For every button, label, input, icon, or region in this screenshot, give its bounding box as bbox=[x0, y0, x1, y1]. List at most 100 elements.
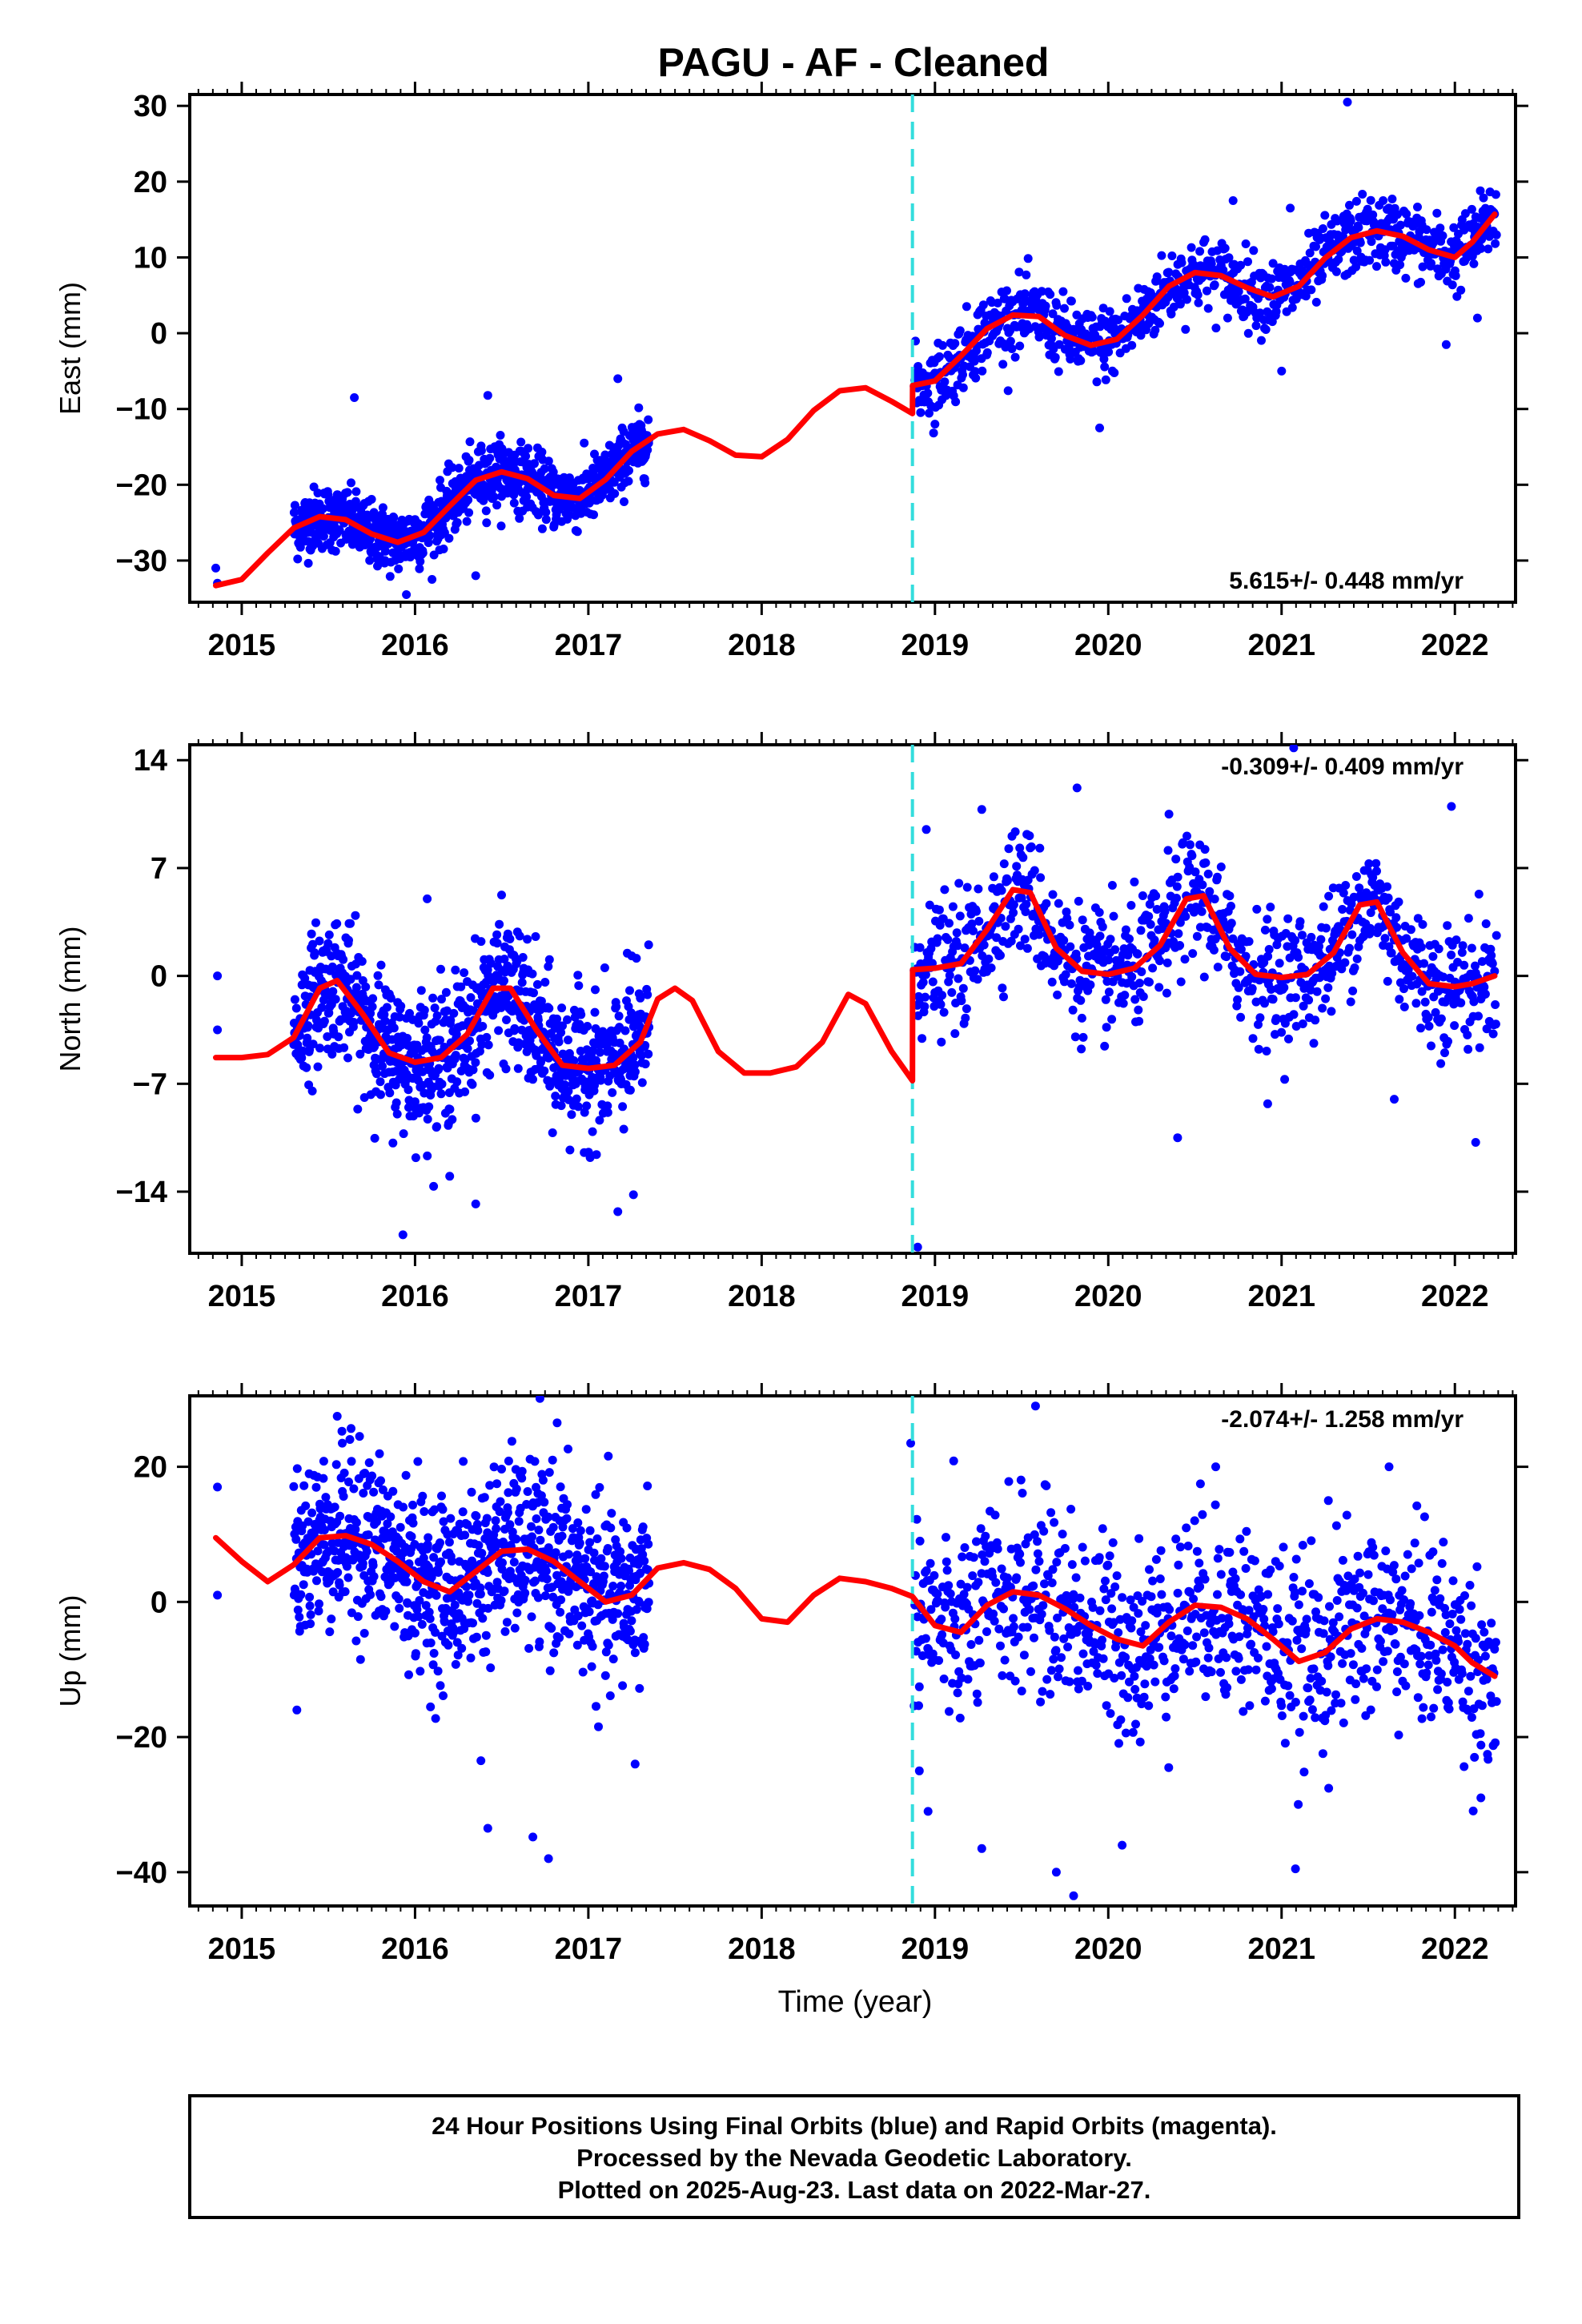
data-point bbox=[368, 1561, 378, 1570]
data-point bbox=[1203, 869, 1213, 879]
outlier-point bbox=[627, 951, 636, 961]
data-point bbox=[621, 440, 630, 449]
data-point bbox=[319, 1526, 329, 1534]
data-point bbox=[1104, 348, 1114, 356]
data-point bbox=[293, 1605, 303, 1614]
data-point bbox=[581, 1505, 591, 1514]
data-point bbox=[347, 478, 355, 488]
y-tick-label: 20 bbox=[134, 166, 167, 199]
data-point bbox=[548, 1522, 558, 1532]
data-point bbox=[352, 971, 362, 980]
data-point bbox=[613, 1609, 623, 1618]
data-point bbox=[1235, 967, 1245, 976]
data-point bbox=[1488, 1029, 1498, 1039]
data-point bbox=[1182, 295, 1191, 304]
data-point bbox=[540, 464, 549, 473]
data-point bbox=[468, 1618, 477, 1628]
data-point bbox=[430, 1003, 440, 1013]
data-point bbox=[418, 549, 428, 558]
data-point bbox=[1209, 945, 1219, 955]
data-point bbox=[997, 886, 1006, 895]
data-point bbox=[951, 397, 961, 407]
data-point bbox=[292, 1705, 302, 1715]
data-point bbox=[380, 546, 390, 556]
x-tick-label: 2022 bbox=[1421, 1280, 1489, 1313]
data-point bbox=[430, 1505, 440, 1514]
data-point bbox=[1061, 970, 1070, 979]
data-point bbox=[291, 1534, 301, 1544]
data-point bbox=[415, 1596, 424, 1605]
data-point bbox=[1193, 290, 1203, 300]
data-point bbox=[1046, 290, 1055, 300]
outlier-point bbox=[1390, 1095, 1399, 1104]
data-point bbox=[958, 383, 968, 392]
data-point bbox=[1307, 932, 1316, 942]
data-point bbox=[1439, 972, 1448, 982]
data-point bbox=[433, 1667, 443, 1676]
data-point bbox=[1211, 324, 1221, 333]
data-point bbox=[528, 1075, 537, 1084]
data-point bbox=[1020, 289, 1030, 299]
data-point bbox=[532, 1498, 542, 1507]
data-point bbox=[482, 1032, 492, 1042]
data-point bbox=[407, 1532, 416, 1542]
data-point bbox=[608, 1582, 618, 1590]
data-point bbox=[600, 450, 610, 460]
y-tick-label: −14 bbox=[116, 1176, 167, 1209]
data-point bbox=[431, 1627, 440, 1637]
data-point bbox=[415, 564, 424, 573]
data-point bbox=[564, 510, 574, 520]
data-point bbox=[958, 983, 968, 993]
x-tick-label: 2016 bbox=[381, 629, 449, 662]
data-point bbox=[940, 377, 950, 387]
data-point bbox=[1175, 300, 1185, 309]
data-point bbox=[1381, 257, 1391, 267]
data-point bbox=[1022, 899, 1031, 909]
data-point bbox=[496, 1497, 505, 1506]
data-point bbox=[462, 517, 472, 526]
data-point bbox=[973, 975, 982, 984]
data-point bbox=[1236, 260, 1246, 270]
data-point bbox=[459, 1457, 468, 1466]
data-point bbox=[556, 1101, 566, 1111]
data-point bbox=[319, 532, 328, 541]
data-point bbox=[484, 1040, 493, 1050]
data-point bbox=[305, 1592, 315, 1602]
data-point bbox=[945, 353, 954, 363]
data-point bbox=[569, 1056, 579, 1065]
data-point bbox=[385, 1088, 395, 1098]
data-point bbox=[1123, 951, 1133, 960]
data-point bbox=[624, 466, 633, 476]
data-point bbox=[351, 1518, 361, 1527]
data-point bbox=[446, 1015, 456, 1025]
data-point bbox=[445, 1104, 455, 1114]
data-point bbox=[512, 1608, 522, 1618]
data-point bbox=[1192, 931, 1202, 941]
data-point bbox=[515, 931, 524, 941]
data-point bbox=[531, 1576, 540, 1586]
data-point bbox=[1447, 951, 1456, 959]
data-point bbox=[504, 1488, 513, 1498]
data-point bbox=[496, 431, 505, 440]
data-point bbox=[937, 1037, 946, 1047]
data-point bbox=[643, 990, 652, 999]
data-point bbox=[1015, 843, 1025, 853]
data-point bbox=[599, 1571, 608, 1581]
data-point bbox=[1211, 935, 1220, 944]
data-point bbox=[401, 1470, 411, 1480]
data-point bbox=[306, 1619, 315, 1629]
data-point bbox=[952, 928, 962, 938]
data-point bbox=[1261, 325, 1271, 334]
data-point bbox=[402, 1577, 412, 1586]
data-point bbox=[1482, 1024, 1492, 1034]
data-point bbox=[380, 1016, 390, 1026]
data-point bbox=[640, 1556, 649, 1566]
y-tick-label: −7 bbox=[133, 1068, 167, 1101]
data-point bbox=[535, 1396, 544, 1403]
data-point bbox=[468, 1065, 478, 1075]
data-point bbox=[574, 981, 584, 991]
data-point bbox=[489, 1462, 499, 1472]
data-point bbox=[1464, 914, 1473, 923]
data-point bbox=[330, 1502, 339, 1512]
data-point bbox=[327, 962, 337, 971]
